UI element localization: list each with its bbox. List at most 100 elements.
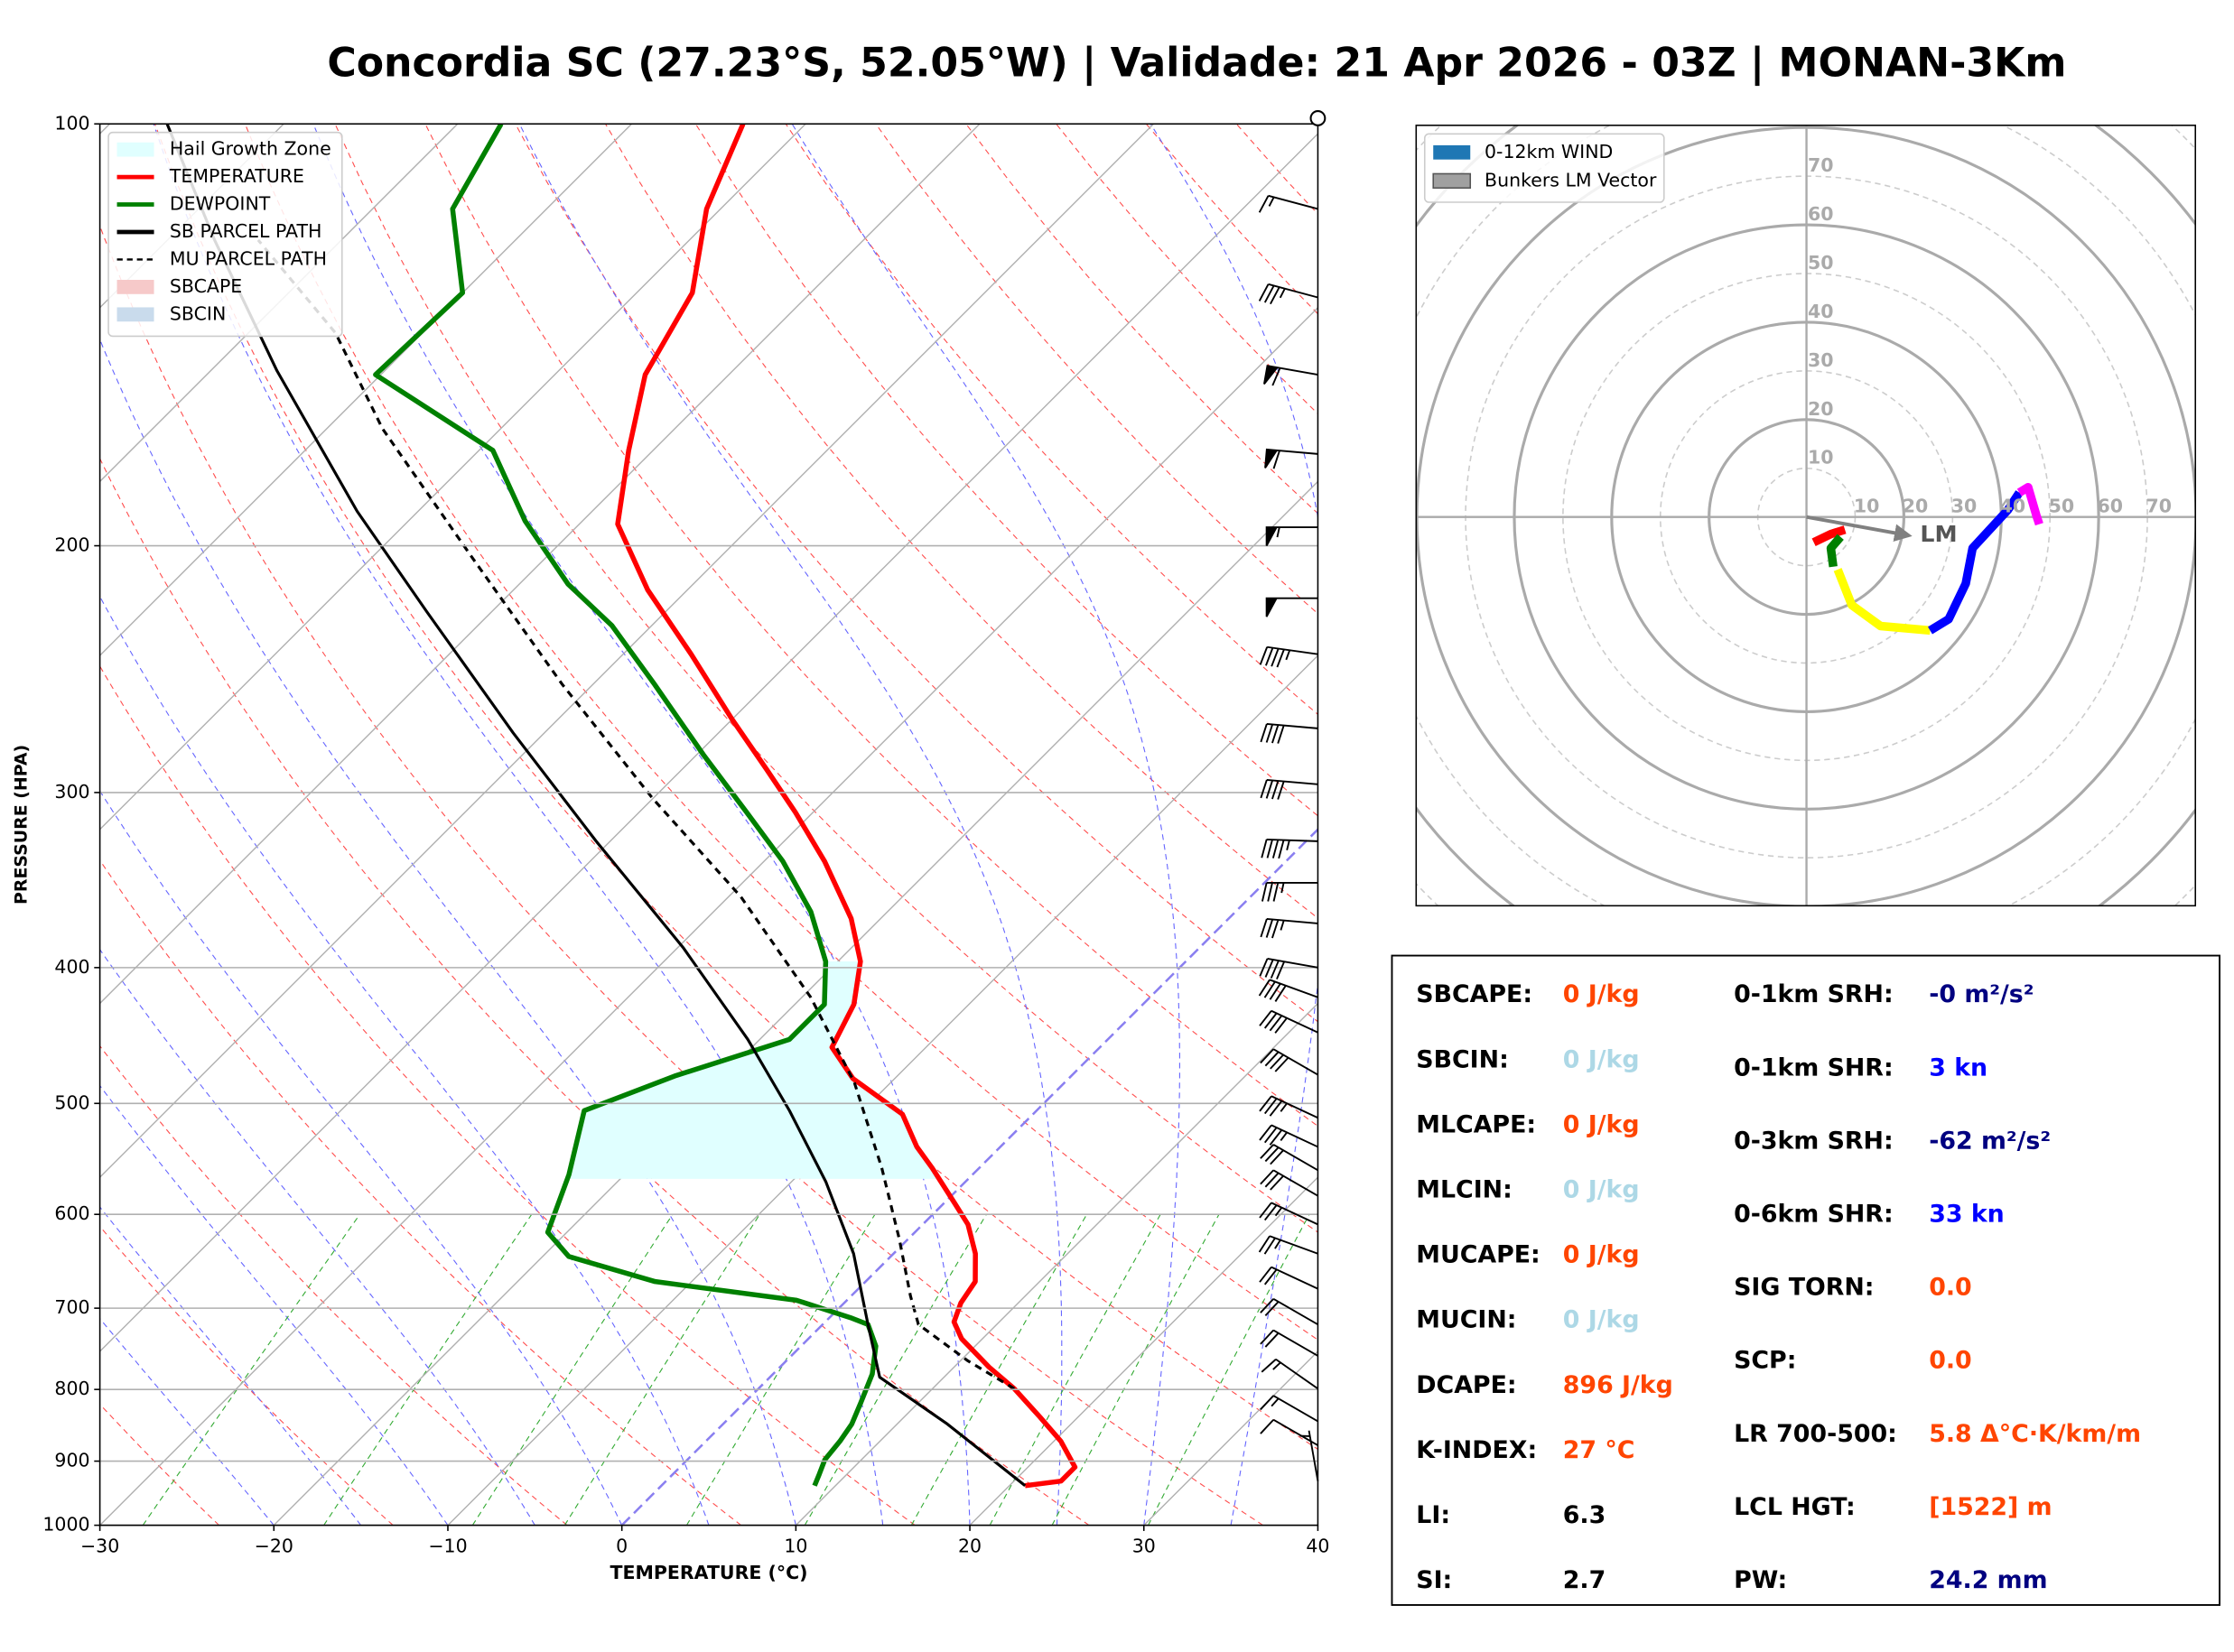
stat-value: -62 m²/s² — [1929, 1127, 2051, 1155]
stat-label: SBCAPE: — [1416, 980, 1532, 1008]
stat-label: MUCAPE: — [1416, 1241, 1541, 1269]
lm-vector — [1806, 515, 1913, 543]
dry-adiabat — [99, 1044, 568, 1526]
stat-label: 0-1km SHR: — [1734, 1053, 1894, 1081]
legend-label: SBCIN — [170, 302, 226, 324]
stat-value: 3 kn — [1929, 1053, 1987, 1081]
mixing-ratio-line — [142, 1213, 360, 1526]
wind-barb — [1264, 448, 1318, 469]
mixing-ratio-line — [563, 1213, 760, 1526]
ring-label: 50 — [1808, 252, 1834, 274]
x-tick-label: −20 — [255, 1535, 293, 1556]
legend: Hail Growth Zone TEMPERATURE DEWPOINT SB PA… — [107, 131, 343, 338]
mixing-ratio-line — [804, 1213, 987, 1526]
ring-label: 10 — [1808, 447, 1834, 469]
hodograph-trace — [1833, 568, 1931, 636]
dry-adiabat — [99, 858, 742, 1526]
wind-barb — [1259, 1124, 1318, 1148]
wind-barb — [1258, 979, 1318, 1002]
wind-barb — [1260, 1144, 1318, 1172]
wind-barb — [1259, 1266, 1318, 1290]
wind-barb — [1260, 1297, 1318, 1326]
wind-barb — [1258, 1235, 1318, 1255]
stat-value: 33 kn — [1929, 1200, 2005, 1228]
legend-label: Bunkers LM Vector — [1485, 169, 1657, 190]
y-axis-label: PRESSURE (HPA) — [11, 745, 31, 905]
stat-label: LR 700-500: — [1734, 1420, 1897, 1448]
ring-label: 40 — [1808, 301, 1834, 322]
legend-swatch — [1432, 172, 1472, 190]
wind-barb — [1261, 838, 1318, 859]
mixing-ratio-line — [1148, 1213, 1310, 1526]
legend-label: DEWPOINT — [170, 193, 271, 215]
stat-value: 0 J/kg — [1563, 1241, 1640, 1269]
y-tick-label: 300 — [54, 781, 89, 803]
isotherm — [969, 1176, 1318, 1526]
stat-label: SCP: — [1734, 1347, 1796, 1375]
y-tick-label: 600 — [54, 1202, 89, 1224]
stat-value: 2.7 — [1563, 1566, 1606, 1594]
stat-value: 0 J/kg — [1563, 980, 1640, 1008]
mixing-ratio-line — [471, 1213, 674, 1526]
wind-barb — [1259, 958, 1318, 980]
stat-label: 0-1km SRH: — [1734, 980, 1894, 1008]
dry-adiabat — [334, 124, 1318, 1233]
hodograph-frame — [1415, 125, 2197, 907]
wind-barb — [1299, 1430, 1319, 1481]
stat-label: MUCIN: — [1416, 1306, 1516, 1334]
wind-barb — [1258, 194, 1318, 213]
stat-value: 27 °C — [1563, 1436, 1635, 1464]
moist-adiabat — [99, 1084, 449, 1526]
x-tick-label: 40 — [1306, 1535, 1329, 1556]
dry-adiabat — [154, 124, 1318, 1451]
stat-value: 0 J/kg — [1563, 1045, 1640, 1073]
plot-frame — [98, 123, 1319, 1527]
legend-swatch — [1433, 144, 1471, 160]
dry-adiabat — [424, 124, 1318, 1128]
legend-label: MU PARCEL PATH — [170, 247, 327, 269]
moist-adiabat — [99, 595, 710, 1526]
isotherm — [99, 124, 459, 483]
isotherm — [273, 480, 1318, 1526]
x-tick-label: −10 — [428, 1535, 467, 1556]
wind-barb — [1261, 882, 1318, 902]
hodograph-trace — [1811, 525, 1847, 547]
figure-title: Concordia SC (27.23°S, 52.05°W) | Valida… — [327, 41, 2066, 87]
profile-line — [615, 124, 1078, 1489]
ring-label: 20 — [1808, 398, 1834, 420]
wind-barb — [1260, 1169, 1318, 1197]
stat-label: MLCAPE: — [1416, 1110, 1536, 1138]
wind-barb — [1265, 597, 1318, 617]
wind-barb — [1259, 1095, 1318, 1119]
stat-value: [1522] m — [1929, 1493, 2052, 1521]
wind-barb — [1260, 722, 1318, 744]
wind-barb — [1265, 526, 1318, 546]
stat-label: PW: — [1734, 1566, 1787, 1594]
y-tick-label: 500 — [54, 1091, 89, 1113]
x-tick-label: −30 — [80, 1535, 119, 1556]
wind-barb — [1259, 1009, 1318, 1034]
legend-label: 0-12km WIND — [1485, 141, 1613, 162]
ring-label: 30 — [1951, 496, 1978, 517]
wind-barb — [1260, 918, 1318, 939]
legend-swatch — [116, 279, 154, 294]
hail-growth-zone — [567, 961, 939, 1179]
wind-barb — [1260, 1395, 1318, 1423]
profile-line — [256, 238, 1016, 1390]
wind-barb — [1261, 1358, 1318, 1390]
ring-label: 20 — [1903, 496, 1929, 517]
ring-label: 30 — [1808, 349, 1834, 371]
dry-adiabat — [694, 124, 1318, 817]
legend-label: TEMPERATURE — [169, 165, 304, 187]
stat-value: 24.2 mm — [1929, 1566, 2047, 1594]
isotherm — [99, 133, 1318, 1352]
hodograph-trace — [1826, 534, 1844, 568]
stat-value: 0.0 — [1929, 1274, 1971, 1302]
stat-label: K-INDEX: — [1416, 1436, 1537, 1464]
legend-box — [1423, 133, 1665, 203]
y-tick-label: 800 — [54, 1378, 89, 1399]
mixing-ratio-line — [323, 1213, 533, 1526]
stat-label: DCAPE: — [1416, 1371, 1516, 1399]
